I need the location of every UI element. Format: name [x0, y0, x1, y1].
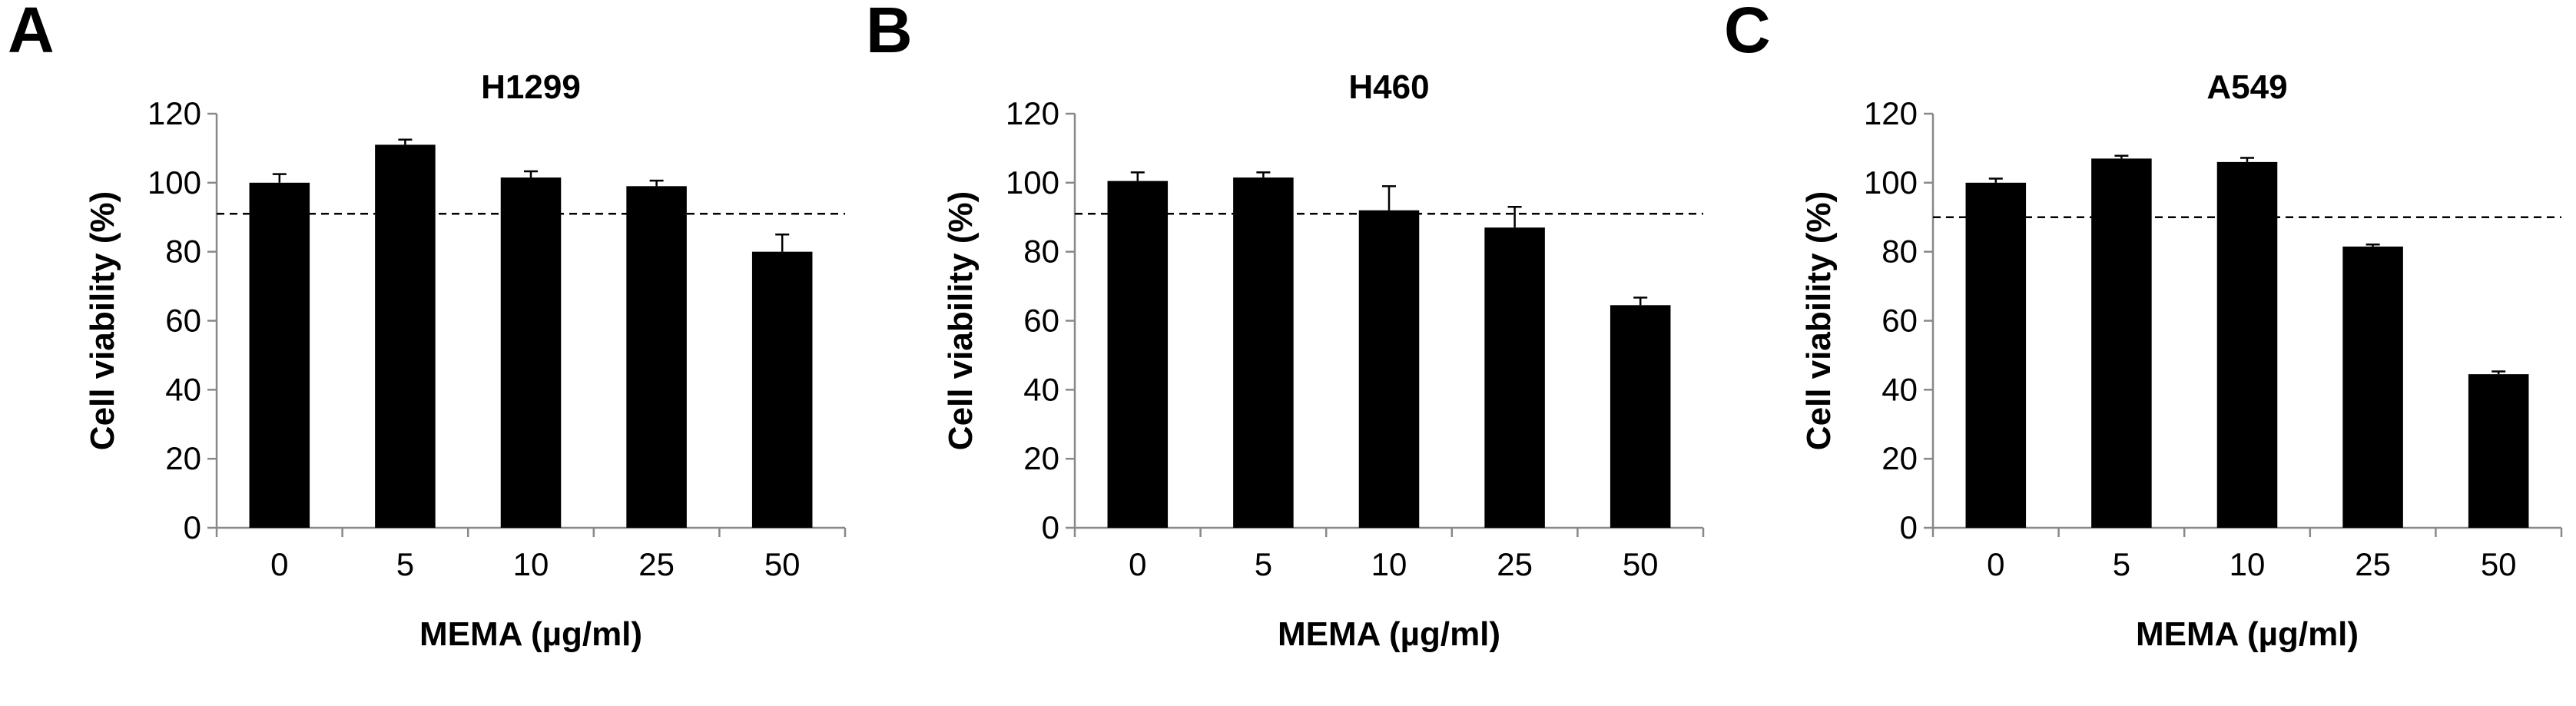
y-tick-label: 120 [148, 95, 201, 131]
bar [1610, 305, 1671, 528]
x-tick-label: 0 [1129, 546, 1146, 582]
bar [1107, 181, 1169, 528]
y-tick-label: 60 [1023, 303, 1059, 339]
y-tick-label: 0 [1900, 509, 1918, 545]
y-tick-label: 20 [1023, 440, 1059, 476]
bar [375, 144, 436, 529]
bar [1484, 227, 1545, 528]
x-axis-label: MEMA (µg/ml) [1278, 615, 1500, 653]
y-tick-label: 20 [1881, 440, 1918, 476]
x-tick-label: 0 [1987, 546, 2004, 582]
chart-panel-b: B H460 0 20 40 60 80 100 120 0 5 10 25 50 MEMA (µg/ml)… [858, 0, 1716, 706]
bar [1358, 210, 1420, 528]
bar [500, 177, 562, 529]
x-tick-label: 5 [1255, 546, 1272, 582]
x-tick-label: 5 [396, 546, 414, 582]
x-tick-label: 0 [270, 546, 288, 582]
y-tick-label: 0 [184, 509, 201, 545]
bar [1965, 182, 2027, 529]
bar [1233, 177, 1294, 529]
x-tick-label: 10 [2230, 546, 2266, 582]
x-tick-label: 50 [1623, 546, 1659, 582]
bar [751, 251, 813, 528]
y-tick-label: 80 [1881, 234, 1918, 270]
x-tick-label: 25 [638, 546, 675, 582]
x-tick-label: 5 [2113, 546, 2130, 582]
panel-label: C [1724, 0, 1771, 66]
x-tick-label: 10 [1371, 546, 1407, 582]
x-axis-label: MEMA (µg/ml) [2136, 615, 2359, 653]
bar [2468, 374, 2529, 528]
panel-label: B [866, 0, 913, 66]
chart-panel-a: A H1299 0 20 40 60 80 100 120 0 5 10 25 50 MEMA (µg/ml… [0, 0, 858, 706]
y-tick-label: 100 [148, 164, 201, 201]
chart-title: A549 [2206, 68, 2287, 106]
y-tick-label: 80 [165, 234, 201, 270]
y-tick-label: 80 [1023, 234, 1059, 270]
x-tick-label: 10 [513, 546, 549, 582]
y-tick-label: 0 [1042, 509, 1059, 545]
y-tick-label: 100 [1864, 164, 1918, 201]
chart-panel-c: C A549 0 20 40 60 80 100 120 0 5 10 25 50 MEMA (µg/ml)… [1716, 0, 2574, 706]
y-tick-label: 40 [165, 371, 201, 407]
bar [626, 186, 687, 528]
x-tick-label: 25 [1497, 546, 1533, 582]
y-axis-label: Cell viability (%) [942, 191, 980, 450]
y-tick-label: 60 [165, 303, 201, 339]
bar-chart-svg-b: B H460 0 20 40 60 80 100 120 0 5 10 25 50 MEMA (µg/ml)… [866, 0, 1705, 653]
x-tick-label: 50 [2481, 546, 2517, 582]
bar-chart-svg-c: C A549 0 20 40 60 80 100 120 0 5 10 25 50 MEMA (µg/ml)… [1724, 0, 2563, 653]
bar [249, 182, 310, 529]
y-tick-label: 100 [1006, 164, 1059, 201]
y-tick-label: 60 [1881, 303, 1918, 339]
bar [2091, 158, 2152, 528]
bar [2216, 161, 2278, 528]
y-tick-label: 40 [1881, 371, 1918, 407]
x-axis-label: MEMA (µg/ml) [419, 615, 642, 653]
bar-chart-svg-a: A H1299 0 20 40 60 80 100 120 0 5 10 25 50 MEMA (µg/ml… [8, 0, 847, 653]
chart-title: H1299 [481, 68, 581, 106]
y-tick-label: 40 [1023, 371, 1059, 407]
y-tick-label: 20 [165, 440, 201, 476]
bar [2342, 246, 2403, 528]
chart-title: H460 [1348, 68, 1429, 106]
y-tick-label: 120 [1006, 95, 1059, 131]
panel-label: A [8, 0, 55, 66]
x-tick-label: 25 [2355, 546, 2391, 582]
y-axis-label: Cell viability (%) [1800, 191, 1838, 450]
y-tick-label: 120 [1864, 95, 1918, 131]
x-tick-label: 50 [764, 546, 801, 582]
y-axis-label: Cell viability (%) [84, 191, 121, 450]
